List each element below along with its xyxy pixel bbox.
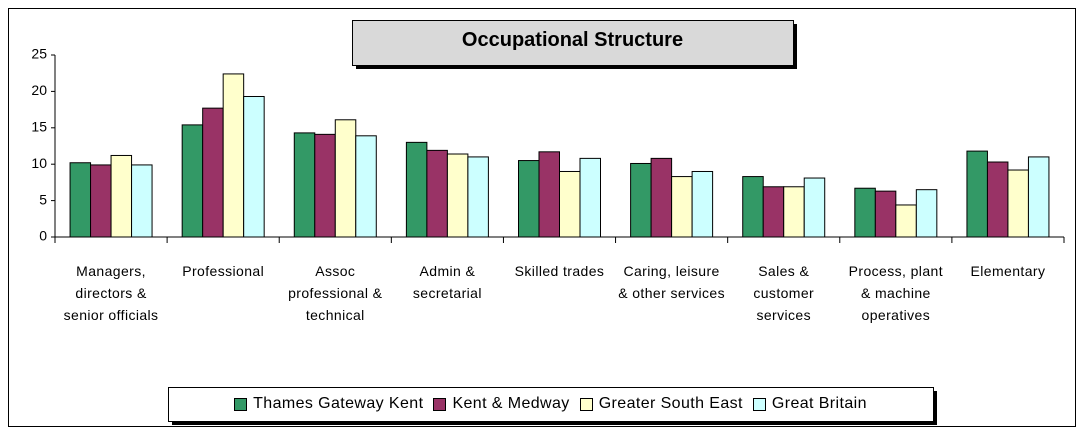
x-tick-label: Managers, directors & senior officials — [63, 263, 159, 323]
x-tick-label: Sales & customer services — [753, 263, 815, 323]
bar — [966, 150, 988, 238]
x-tick-label: Assoc professional & technical — [288, 263, 383, 323]
bar — [467, 156, 489, 238]
legend-label: Kent & Medway — [452, 395, 570, 412]
bar — [131, 164, 153, 238]
bar — [110, 154, 133, 238]
y-tick-label: 20 — [31, 82, 47, 98]
bar — [986, 161, 1009, 238]
bar — [222, 73, 245, 238]
bar — [314, 133, 336, 238]
title-box — [352, 20, 794, 66]
bar — [202, 107, 224, 238]
bar — [671, 176, 693, 238]
legend-box — [168, 387, 934, 422]
y-tick-label: 0 — [39, 228, 47, 244]
bar — [518, 160, 540, 238]
legend-swatch — [579, 397, 593, 411]
bar — [559, 170, 581, 238]
bar — [691, 170, 714, 238]
y-tick-label: 10 — [31, 155, 47, 171]
legend-item: Greater South East — [579, 395, 743, 413]
bar — [874, 190, 897, 238]
bar — [90, 164, 112, 238]
bar — [854, 187, 876, 238]
bar — [630, 162, 652, 238]
bar — [803, 177, 826, 238]
legend-swatch — [433, 397, 447, 411]
x-tick-label: Admin & secretarial — [412, 263, 482, 301]
legend-label: Thames Gateway Kent — [253, 395, 424, 412]
bar — [579, 157, 601, 238]
bar — [783, 186, 805, 238]
bar — [243, 95, 265, 238]
x-tick-label: Caring, leisure & other services — [618, 263, 725, 301]
x-tick-label: Elementary — [970, 263, 1046, 279]
legend-swatch — [752, 397, 766, 411]
bar — [446, 153, 469, 238]
x-tick-label: Skilled trades — [514, 263, 605, 279]
chart-title: Occupational Structure — [461, 29, 684, 51]
bar — [405, 141, 428, 238]
bar — [1007, 169, 1029, 238]
bar — [762, 186, 785, 238]
y-tick-label: 5 — [39, 191, 47, 207]
bar — [69, 162, 92, 238]
legend-item: Great Britain — [752, 395, 867, 413]
bar — [895, 204, 917, 238]
legend-item: Thames Gateway Kent — [234, 395, 423, 413]
legend-label: Greater South East — [598, 395, 743, 412]
bar — [334, 119, 357, 238]
x-tick-label: Professional — [182, 263, 265, 279]
y-tick-label: 15 — [31, 119, 47, 135]
bar — [181, 124, 204, 238]
bar — [1027, 156, 1050, 238]
legend-label: Great Britain — [771, 395, 867, 412]
bar — [426, 149, 448, 238]
y-tick-label: 25 — [31, 46, 47, 62]
bar — [538, 151, 560, 238]
bar — [355, 135, 377, 238]
bar — [915, 189, 938, 238]
x-tick-label: Process, plant & machine operatives — [848, 263, 943, 323]
bar — [742, 176, 764, 238]
bar — [293, 132, 316, 238]
legend-item: Kent & Medway — [433, 395, 569, 413]
bar — [650, 157, 673, 238]
legend-swatch — [234, 397, 248, 411]
legend: Thames Gateway Kent Kent & Medway Greater … — [168, 387, 933, 421]
